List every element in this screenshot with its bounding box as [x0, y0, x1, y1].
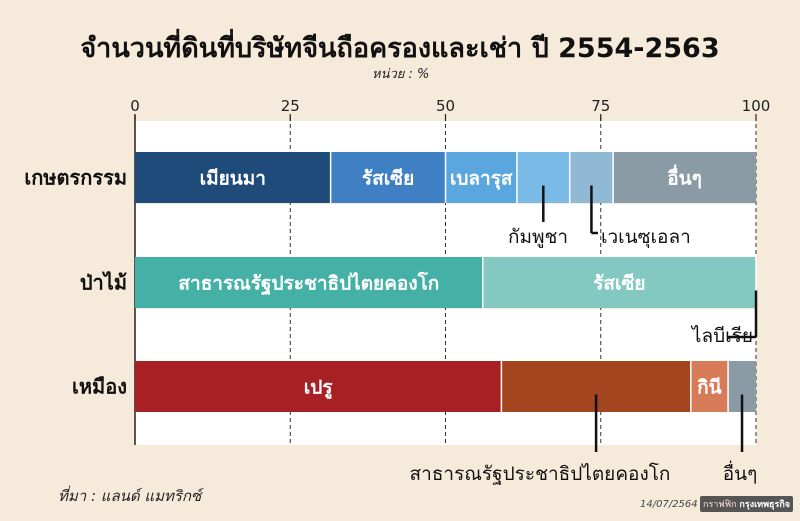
segment-label: รัสเซีย — [593, 273, 645, 295]
bar-segment — [613, 152, 756, 203]
bar-segment — [330, 152, 446, 203]
category-label: เกษตรกรรม — [24, 166, 127, 190]
category-label: เหมือง — [72, 375, 127, 399]
segment-label: เบลารุส — [450, 168, 513, 191]
category-label: ป่าไม้ — [80, 271, 127, 295]
callout-label: เวเนซุเอลา — [601, 226, 691, 249]
segment-label: อื่นๆ — [667, 165, 702, 190]
segment-label: เมียนมา — [200, 168, 266, 190]
callout-label: อื่นๆ — [723, 460, 758, 485]
callout-label: ไลบีเรีย — [690, 325, 753, 347]
x-tick-label: 75 — [591, 97, 610, 115]
segment-label: รัสเซีย — [362, 168, 414, 190]
bar-segment — [690, 361, 729, 412]
bar-segment — [135, 361, 502, 412]
segment-label: กินี — [697, 377, 722, 399]
x-tick-label: 50 — [436, 97, 455, 115]
x-tick-label: 0 — [130, 97, 140, 115]
chart-title: จำนวนที่ดินที่บริษัทจีนถือครองและเช่า ปี… — [80, 33, 720, 64]
segment-label: เปรู — [304, 377, 334, 400]
callout-label: สาธารณรัฐประชาธิปไตยคองโก — [410, 462, 671, 485]
credit-date: 14/07/2564 — [640, 499, 698, 510]
bar-segment — [135, 257, 483, 308]
credit-left: กราฟฟิก — [703, 500, 737, 510]
credit-right: กรุงเทพธุรกิจ — [739, 500, 791, 510]
x-tick-label: 25 — [281, 97, 300, 115]
bar-segment — [445, 152, 517, 203]
credit-badge: กราฟฟิก กรุงเทพธุรกิจ — [700, 496, 794, 512]
unit-label: หน่วย : % — [372, 67, 430, 82]
bar-segment — [135, 152, 331, 203]
segment-label: สาธารณรัฐประชาธิปไตยคองโก — [178, 272, 439, 297]
callout-label: กัมพูชา — [508, 226, 568, 248]
bar-segment — [482, 257, 756, 308]
x-tick-label: 100 — [742, 97, 771, 115]
source-note: ที่มา : แลนด์ แมทริกซ์ — [58, 487, 202, 505]
